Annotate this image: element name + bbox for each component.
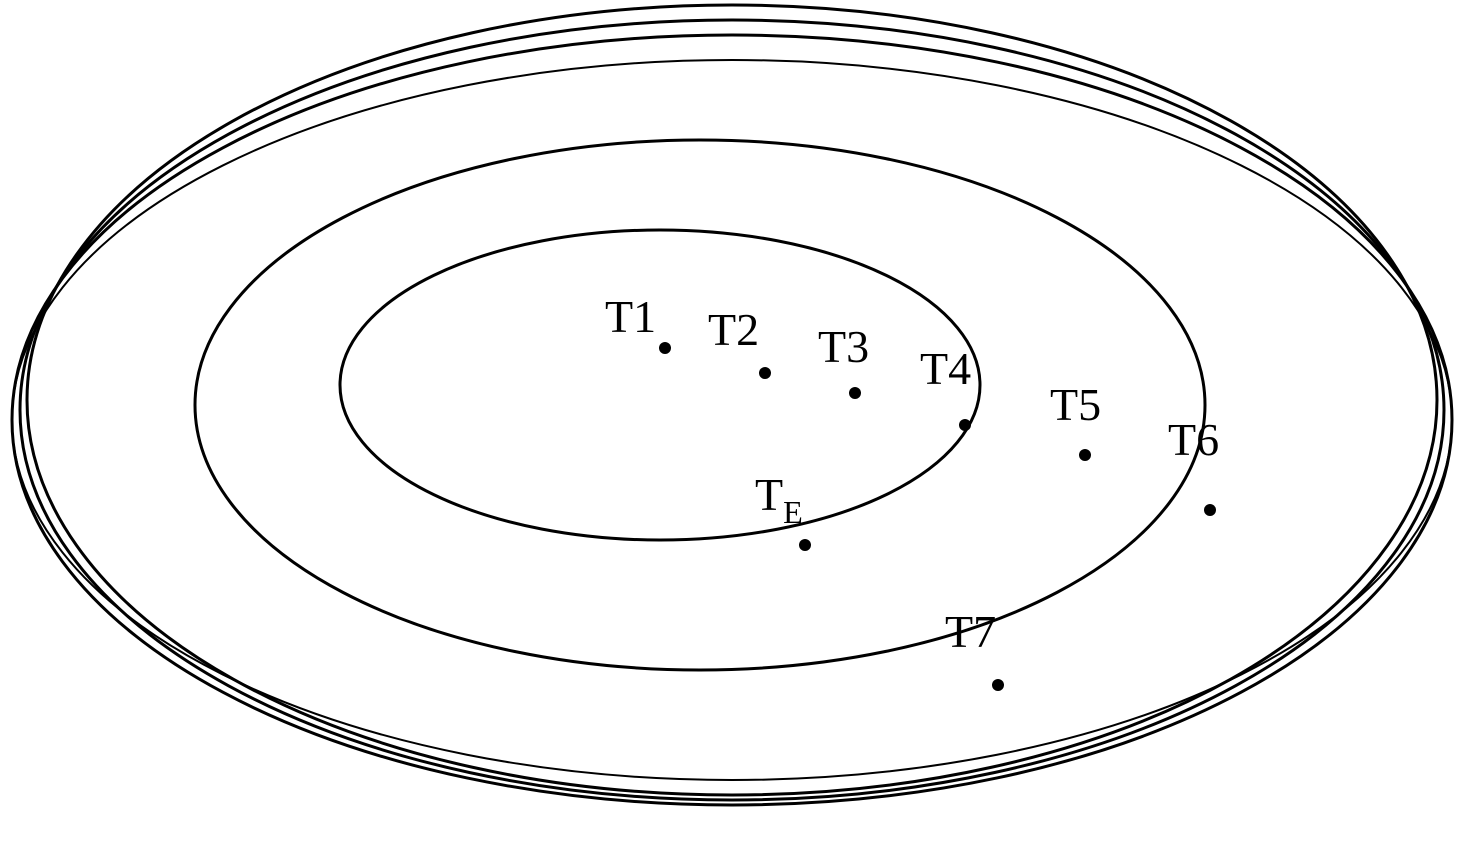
ellipse-ring-2 [12, 35, 1452, 805]
ellipse-ring-3 [12, 60, 1452, 780]
label-t2: T2 [708, 303, 759, 356]
point-t2 [759, 367, 771, 379]
ellipse-ring-5 [340, 230, 980, 540]
label-t1: T1 [605, 290, 656, 343]
label-t3: T3 [818, 320, 869, 373]
point-t4 [959, 419, 971, 431]
label-t7: T7 [945, 605, 996, 658]
point-t3 [849, 387, 861, 399]
point-t1 [659, 342, 671, 354]
point-t6 [1204, 504, 1216, 516]
label-te: TE [755, 468, 803, 528]
point-t7 [992, 679, 1004, 691]
point-t5 [1079, 449, 1091, 461]
ellipse-diagram: T1 T2 T3 T4 T5 T6 TE T7 [0, 0, 1463, 848]
point-te [799, 539, 811, 551]
diagram-svg [0, 0, 1463, 848]
label-t4: T4 [920, 342, 971, 395]
ellipse-ring-1 [20, 20, 1444, 800]
label-t5: T5 [1050, 378, 1101, 431]
ellipse-ring-0 [27, 5, 1437, 795]
label-t6: T6 [1168, 413, 1219, 466]
